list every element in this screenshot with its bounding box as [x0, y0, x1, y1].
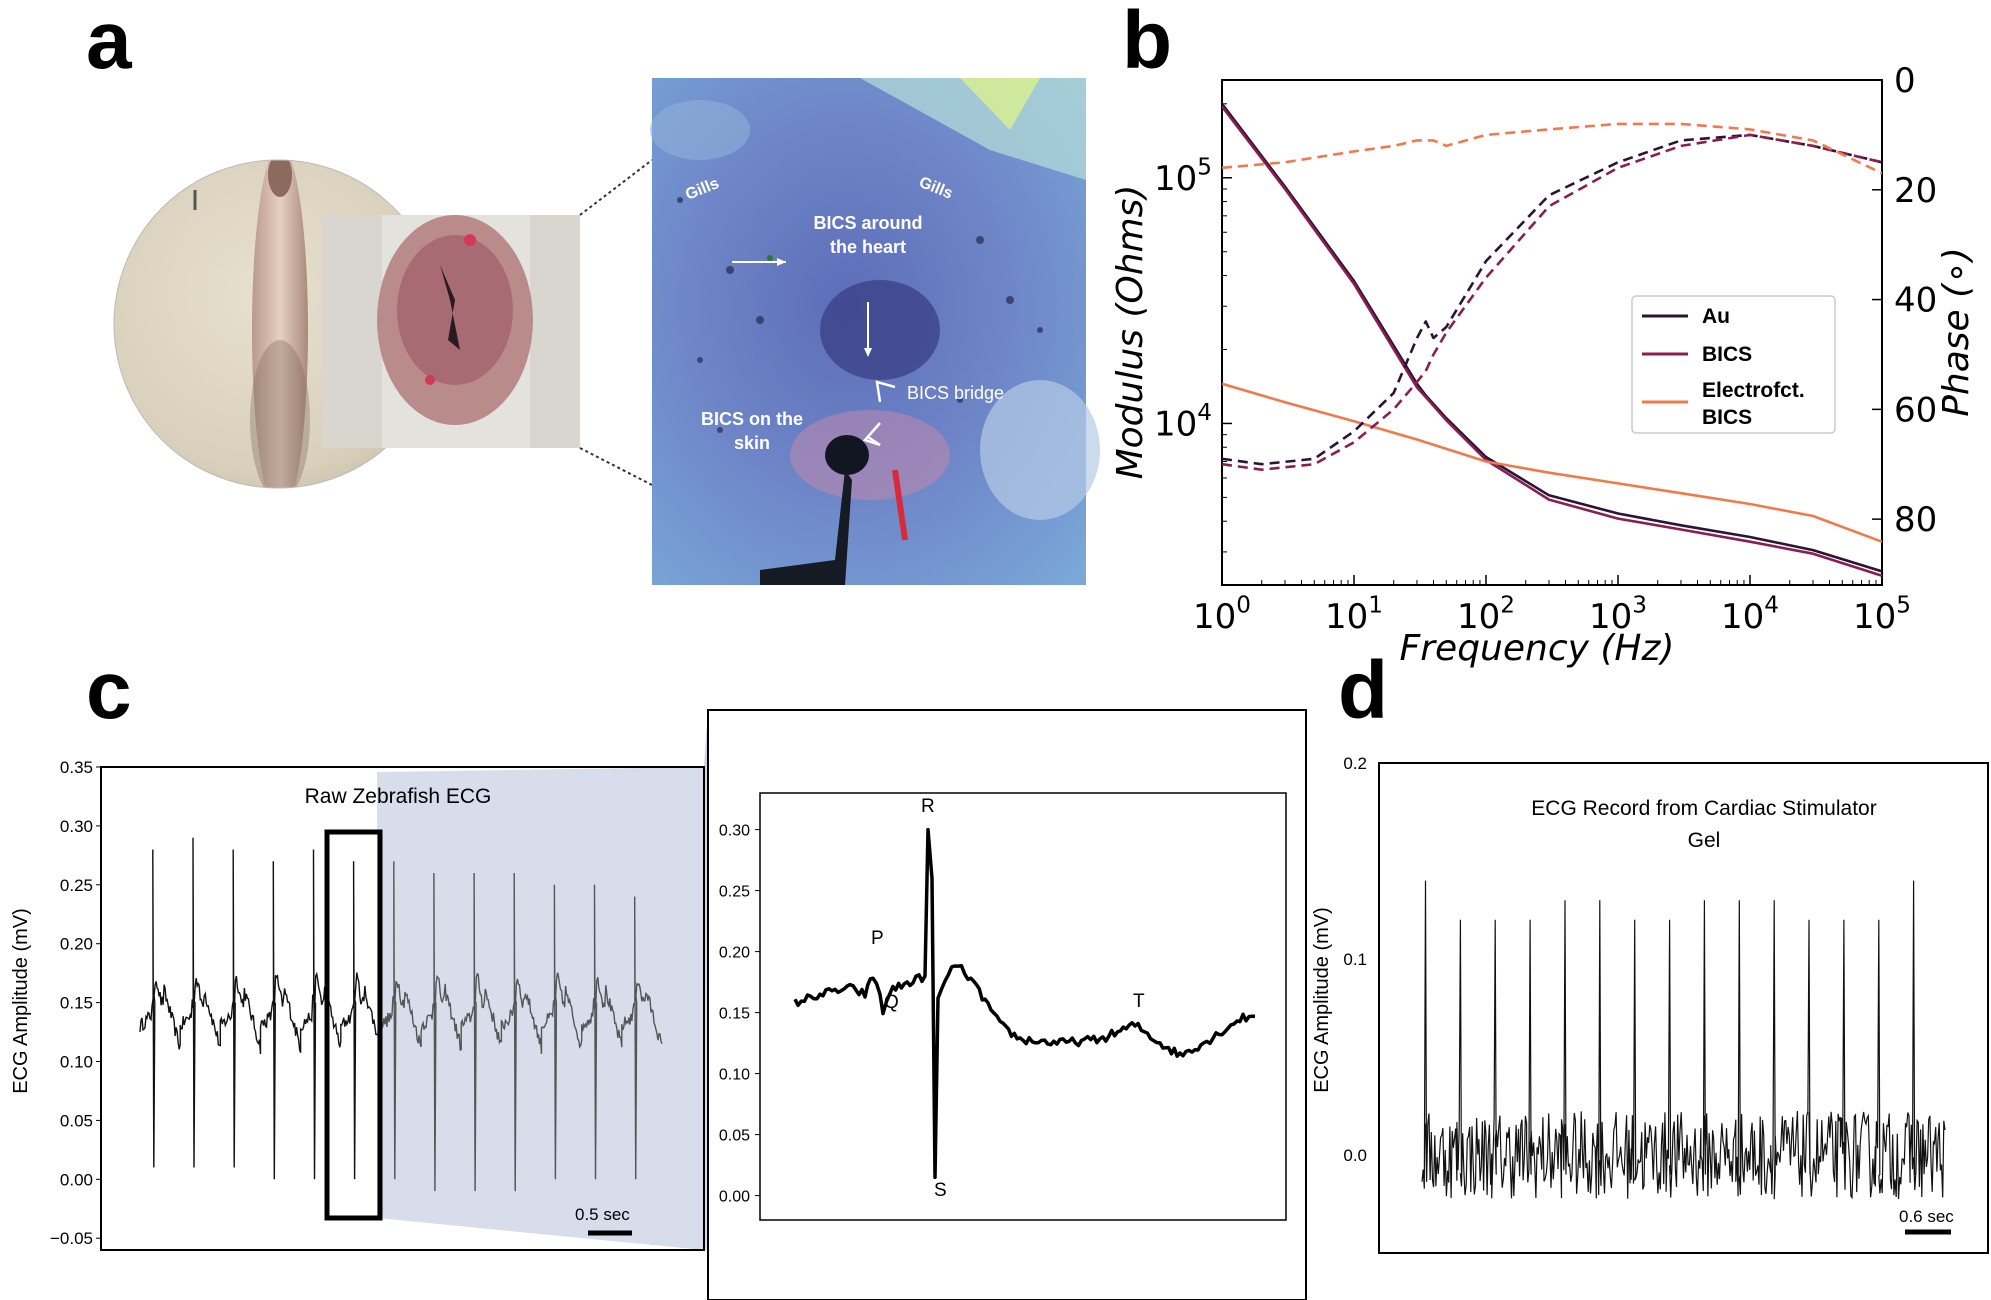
x-tick-label: 103	[1589, 593, 1647, 637]
x-tick-label: 102	[1457, 593, 1515, 637]
legend-label-bics: BICS	[1702, 343, 1752, 366]
pqrst-trace	[793, 827, 1256, 1180]
cz-y-tick-label: 0.25	[719, 884, 750, 901]
phase-line-au	[1222, 133, 1882, 466]
x-tick-label: 100	[1193, 593, 1251, 637]
ecg-trace-black	[139, 837, 381, 1180]
plot-frame-c-zoom	[759, 792, 1287, 1221]
panel-label-d: d	[1338, 645, 1389, 736]
cz-y-tick-label: 0.05	[719, 1128, 750, 1145]
fish-inset-photo	[322, 215, 580, 448]
legend: Au BICS Electrofct. BICS	[1631, 295, 1836, 434]
phase-line-bics	[1222, 133, 1882, 472]
panel-label-b: b	[1122, 0, 1173, 86]
wave-label-t: T	[1133, 991, 1145, 1012]
plot-frame-d	[1378, 762, 1989, 1254]
c-y-tick-label: 0.10	[60, 1053, 93, 1072]
annotation-bics-bridge: BICS bridge	[907, 383, 1004, 403]
stimulator-ecg-line	[1421, 880, 1946, 1200]
ecg-trace-gray	[380, 861, 663, 1192]
modulus-line-bics	[1222, 105, 1882, 577]
legend-label-au: Au	[1702, 305, 1730, 328]
ecg-zebrafish-panel: 0.35 0.30 0.25 0.20 0.15 0.10 0.05 0.00 −0.05 Ra…	[10, 709, 1307, 1300]
c-y-tick-label: −0.05	[50, 1229, 93, 1248]
cz-y-axis-ticks: 0.30 0.25 0.20 0.15 0.10 0.05 0.00	[719, 823, 760, 1206]
wave-label-q: Q	[884, 992, 899, 1013]
y2-tick-label: 0	[1894, 61, 1916, 101]
x-axis-ticks: 100 101 102 103 104 105	[1193, 575, 1911, 637]
phase-line-electrofct-bics	[1222, 122, 1882, 175]
d-y-tick-label: 0.0	[1343, 1146, 1367, 1165]
cz-y-tick-label: 0.30	[719, 823, 750, 840]
x-tick-label: 105	[1853, 593, 1911, 637]
annotation-bics-heart-line2: the heart	[830, 237, 906, 257]
c-y-tick-label: 0.25	[60, 876, 93, 895]
c-y-tick-label: 0.30	[60, 817, 93, 836]
y2-axis-ticks: 0 20 40 60 80	[1872, 61, 1937, 540]
y2-tick-label: 60	[1894, 390, 1937, 430]
d-y-axis-ticks: 0.2 0.1 0.0	[1343, 754, 1367, 1165]
d-y-axis-label: ECG Amplitude (mV)	[1311, 907, 1333, 1093]
modulus-line-electrofct-bics	[1222, 382, 1882, 543]
d-y-tick-label: 0.1	[1343, 950, 1367, 969]
plot-frame-b	[1221, 79, 1883, 586]
panel-label-a: a	[86, 0, 132, 86]
y2-tick-label: 80	[1894, 500, 1937, 540]
zoom-inset-frame	[707, 709, 1307, 1300]
chart-title-stimulator-line2: Gel	[1688, 829, 1721, 852]
scale-bar-c-label: 0.5 sec	[575, 1205, 630, 1224]
d-y-tick-label: 0.2	[1343, 754, 1367, 773]
c-y-tick-label: 0.20	[60, 935, 93, 954]
x-axis-label: Frequency (Hz)	[1400, 628, 1675, 669]
y-axis-ticks: 105 104	[1154, 103, 1232, 553]
annotation-bics-skin-line2: skin	[734, 433, 770, 453]
y2-tick-label: 20	[1894, 171, 1937, 211]
x-tick-label: 101	[1325, 593, 1383, 637]
cz-y-tick-label: 0.00	[719, 1189, 750, 1206]
impedance-series	[1222, 103, 1882, 577]
c-y-tick-label: 0.35	[60, 758, 93, 777]
annotation-bics-heart-line1: BICS around	[813, 213, 922, 233]
y-tick-label: 104	[1154, 400, 1212, 444]
cz-y-tick-label: 0.15	[719, 1006, 750, 1023]
y-axis-label: Modulus (Ohms)	[1110, 185, 1151, 480]
pqrst-line	[793, 827, 1256, 1180]
scale-bar-d-label: 0.6 sec	[1899, 1207, 1954, 1226]
panel-label-c: c	[86, 645, 132, 736]
y2-tick-label: 40	[1894, 281, 1937, 321]
cz-y-tick-label: 0.10	[719, 1067, 750, 1084]
fluorescence-photo: Gills Gills BICS around the heart BICS b…	[650, 78, 1100, 585]
legend-label-electro: Electrofct. BICS	[1702, 379, 1805, 429]
c-y-tick-label: 0.05	[60, 1111, 93, 1130]
stimulator-ecg-trace	[1421, 880, 1946, 1200]
panel-a-photos: Gills Gills BICS around the heart BICS b…	[113, 78, 1100, 585]
c-y-tick-label: 0.00	[60, 1170, 93, 1189]
zoom-highlight-box[interactable]	[324, 829, 383, 1221]
wave-label-p: P	[871, 928, 884, 949]
y-tick-label: 105	[1154, 154, 1212, 198]
c-y-axis-label: ECG Amplitude (mV)	[10, 908, 32, 1094]
impedance-chart: 100 101 102 103 104 105 105 104 0 20 40 60 80 Freq…	[1110, 61, 1977, 669]
plot-frame-c	[100, 766, 705, 1251]
wave-label-s: S	[934, 1180, 947, 1201]
x-tick-label: 104	[1721, 593, 1779, 637]
raw-ecg-trace	[139, 837, 663, 1192]
cz-y-tick-label: 0.20	[719, 945, 750, 962]
ecg-stimulator-panel: 0.2 0.1 0.0 ECG Record from Cardiac Stimul…	[1311, 754, 1989, 1254]
zoom-connector	[377, 767, 708, 1250]
chart-title-raw-ecg: Raw Zebrafish ECG	[305, 785, 492, 808]
annotation-bics-skin-line1: BICS on the	[701, 409, 803, 429]
wave-label-r: R	[921, 796, 935, 817]
c-y-axis-ticks: 0.35 0.30 0.25 0.20 0.15 0.10 0.05 0.00 −0.05	[50, 758, 101, 1248]
modulus-line-au	[1222, 103, 1882, 573]
chart-title-stimulator-line1: ECG Record from Cardiac Stimulator	[1531, 797, 1876, 820]
c-y-tick-label: 0.15	[60, 994, 93, 1013]
y2-axis-label: Phase (∘)	[1936, 247, 1977, 417]
